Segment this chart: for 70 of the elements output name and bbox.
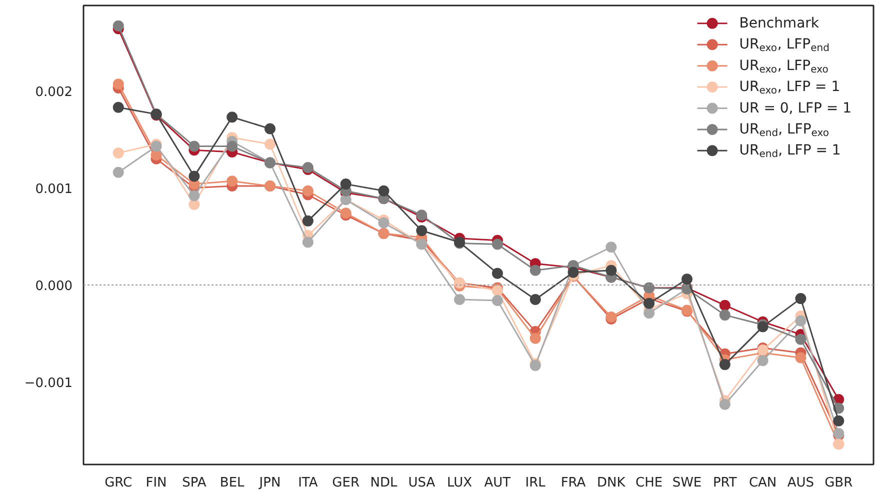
point: [644, 298, 655, 309]
point: [795, 315, 806, 326]
y-tick-label: 0.002: [35, 84, 72, 100]
point: [492, 238, 503, 250]
point: [492, 268, 503, 279]
x-tick-label: ITA: [298, 476, 318, 490]
x-tick-label: GER: [332, 476, 360, 490]
x-tick-label: CAN: [748, 476, 777, 490]
x-tick-label: BEL: [220, 476, 246, 490]
x-tick-label: NDL: [370, 476, 398, 490]
legend-label: Benchmark: [739, 15, 820, 32]
point: [606, 242, 617, 253]
point: [302, 185, 314, 196]
y-tick-label: 0.001: [35, 182, 72, 197]
y-tick-label: 0.000: [35, 278, 72, 294]
point: [226, 112, 238, 123]
x-tick-label: JPN: [258, 476, 281, 490]
point: [112, 78, 124, 90]
point: [188, 190, 200, 202]
x-tick-label: DNK: [597, 476, 626, 490]
point: [757, 355, 768, 366]
point: [264, 138, 276, 150]
point: [681, 274, 692, 285]
point: [530, 332, 541, 344]
point: [226, 176, 238, 187]
point: [340, 178, 352, 190]
x-tick-label: GBR: [824, 476, 853, 490]
point: [795, 334, 806, 345]
point: [378, 217, 390, 228]
x-tick-label: SPA: [182, 476, 206, 490]
point: [795, 293, 806, 304]
x-tick-label: SWE: [672, 476, 702, 490]
point: [188, 140, 200, 152]
point: [188, 198, 200, 210]
point: [795, 352, 806, 364]
x-tick-label: AUS: [787, 476, 814, 490]
point: [492, 295, 503, 306]
point: [454, 294, 466, 306]
point: [264, 123, 276, 134]
point: [719, 300, 730, 311]
x-tick-label: AUT: [484, 476, 511, 490]
point: [719, 310, 730, 321]
x-tick-label: GRC: [104, 476, 132, 490]
point: [226, 140, 238, 152]
point: [302, 236, 314, 248]
point: [112, 166, 124, 178]
point: [530, 294, 541, 306]
point: [833, 415, 844, 426]
point: [530, 264, 541, 276]
y-tick-label: −0.001: [24, 376, 72, 392]
legend-label: UR = 0, LFP = 1: [739, 100, 852, 116]
point: [416, 225, 428, 236]
point: [644, 308, 655, 319]
point: [606, 264, 617, 276]
point: [719, 398, 730, 410]
point: [719, 359, 730, 370]
point: [112, 102, 124, 113]
point: [112, 20, 124, 32]
x-tick-label: PRT: [712, 476, 737, 490]
point: [188, 170, 200, 182]
point: [568, 266, 579, 278]
x-tick-label: FIN: [146, 476, 167, 490]
x-tick-label: USA: [408, 476, 436, 490]
x-tick-label: LUX: [447, 476, 472, 490]
point: [112, 148, 124, 158]
point: [378, 185, 390, 196]
x-tick-label: FRA: [560, 476, 586, 490]
x-tick-label: CHE: [636, 476, 663, 490]
x-tick-label: IRL: [525, 476, 546, 490]
point: [302, 215, 314, 226]
